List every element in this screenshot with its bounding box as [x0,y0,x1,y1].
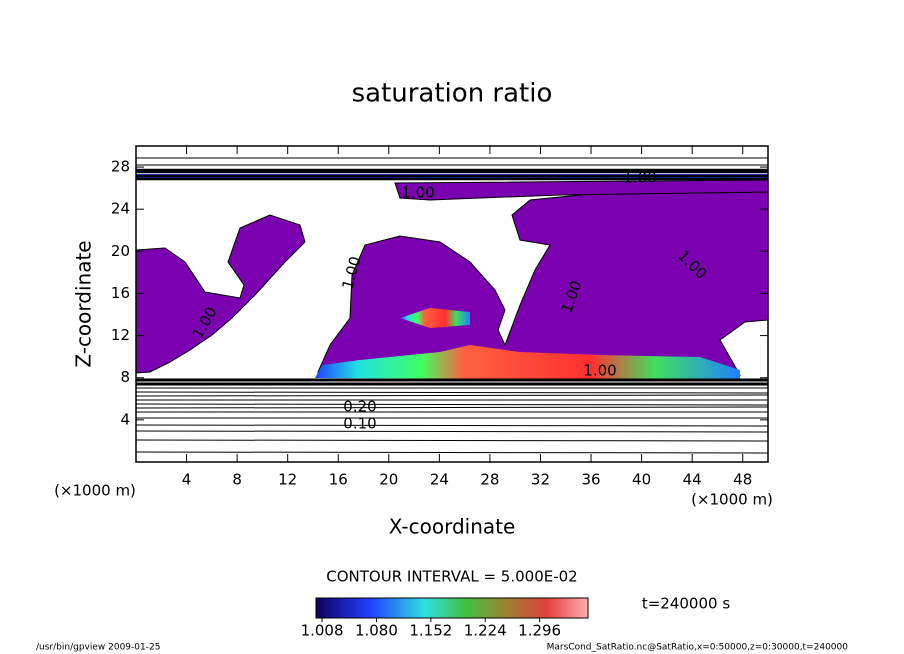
y-axis-label: Z-coordinate [72,240,96,367]
y-tick-label: 28 [111,158,130,176]
contour-line [136,439,768,442]
band [400,308,470,328]
contour-label: 1.00 [401,184,434,202]
y-tick-label: 24 [111,200,130,218]
contour-line [136,403,768,406]
region [317,187,768,379]
field [136,157,768,454]
contour-label: 0.20 [343,398,376,416]
x-tick-label: 36 [581,471,600,489]
x-tick-label: 16 [329,471,348,489]
contour-line [136,424,768,427]
x-tick-label: 32 [531,471,550,489]
x-tick-label: 40 [632,471,651,489]
region [136,214,306,374]
colorbar [315,597,589,619]
contour-line [136,430,768,433]
y-tick-label: 12 [111,326,130,344]
contour-label: 1.00 [623,169,656,187]
x-tick-label: 4 [182,471,192,489]
contour-label: 0.10 [343,415,376,433]
x-tick-label: 44 [683,471,702,489]
y-tick-label: 20 [111,242,130,260]
contour-label: 1.00 [583,362,616,380]
footer: /usr/bin/gpview 2009-01-25 [36,643,160,653]
y-tick-label: 16 [111,284,130,302]
region [394,179,768,201]
x-tick-label: 8 [232,471,242,489]
contour-line [136,406,768,409]
colorbar-tick-label: 1.008 [301,622,344,640]
footer: MarsCond_SatRatio.nc@SatRatio,x=0:50000,… [547,643,849,653]
plot-frame [135,145,769,463]
contour-line [136,394,768,397]
colorbar-tick-label: 1.152 [409,622,452,640]
chart-title: saturation ratio [352,79,553,109]
colorbar-tick-label: 1.080 [355,622,398,640]
y-tick-label: 8 [120,368,130,386]
x-units: (×1000 m) [691,491,773,509]
x-tick-label: 20 [379,471,398,489]
x-tick-label: 28 [480,471,499,489]
contour-line [136,451,768,454]
colorbar-tick-label: 1.224 [464,622,507,640]
band [315,345,740,380]
contour-line [136,391,768,394]
x-tick-label: 24 [430,471,449,489]
y-units: (×1000 m) [54,482,136,500]
x-axis-label: X-coordinate [389,515,516,539]
contour-interval: CONTOUR INTERVAL = 5.000E-02 [326,568,577,586]
x-tick-label: 12 [278,471,297,489]
x-tick-label: 48 [733,471,752,489]
y-tick-label: 4 [120,410,130,428]
colorbar-tick-label: 1.296 [518,622,561,640]
time-label: t=240000 s [642,595,730,613]
